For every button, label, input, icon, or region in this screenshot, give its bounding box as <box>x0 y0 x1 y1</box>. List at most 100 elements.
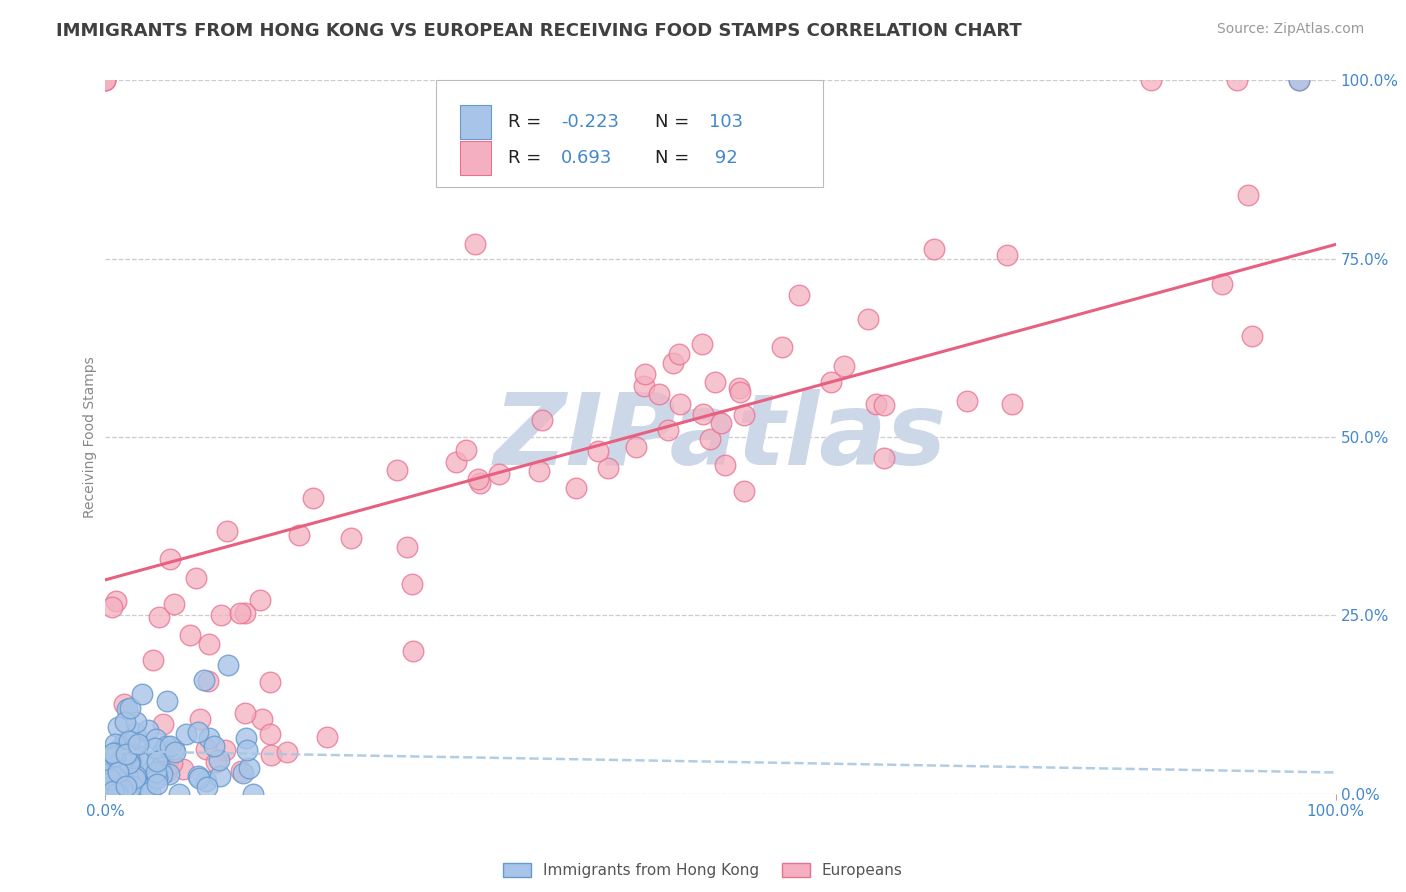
Point <box>115 747 138 761</box>
Point <box>152 744 174 758</box>
Point <box>586 444 609 458</box>
Point <box>1226 73 1249 87</box>
Point <box>101 784 124 798</box>
Point <box>727 381 749 395</box>
Point <box>105 784 128 798</box>
Point <box>668 347 690 361</box>
Point <box>159 552 181 566</box>
Point <box>163 597 186 611</box>
Point <box>692 407 714 421</box>
Point <box>217 524 239 539</box>
Point <box>468 476 491 491</box>
Point <box>202 739 225 754</box>
Point <box>156 694 179 708</box>
Point <box>114 739 136 754</box>
Point <box>195 780 218 794</box>
Point <box>115 747 138 762</box>
Text: IMMIGRANTS FROM HONG KONG VS EUROPEAN RECEIVING FOOD STAMPS CORRELATION CHART: IMMIGRANTS FROM HONG KONG VS EUROPEAN RE… <box>56 22 1022 40</box>
Point <box>107 767 129 781</box>
Point <box>124 772 146 786</box>
Text: N =: N = <box>655 149 689 167</box>
Point <box>820 375 842 389</box>
Point <box>136 723 159 737</box>
Point <box>232 766 254 780</box>
Point <box>565 481 588 495</box>
Point <box>107 720 129 734</box>
Point <box>194 742 217 756</box>
Point <box>1288 73 1310 87</box>
Point <box>115 749 138 764</box>
Point <box>139 785 162 799</box>
Point <box>214 743 236 757</box>
Point <box>96 772 118 787</box>
Point <box>155 739 177 753</box>
Point <box>115 779 138 793</box>
Point <box>302 491 325 506</box>
Point <box>402 644 425 658</box>
Point <box>276 745 298 759</box>
Point <box>193 673 215 687</box>
Point <box>108 780 131 794</box>
Point <box>121 780 143 794</box>
Point <box>152 717 174 731</box>
Point <box>259 727 281 741</box>
Point <box>150 764 173 778</box>
Point <box>101 599 124 614</box>
Point <box>156 753 179 767</box>
Point <box>872 398 894 412</box>
Point <box>115 742 138 756</box>
Point <box>94 73 117 87</box>
Point <box>127 737 149 751</box>
Point <box>395 541 418 555</box>
Point <box>131 754 153 768</box>
Text: 0.693: 0.693 <box>561 149 613 167</box>
Point <box>111 753 134 767</box>
Point <box>104 737 127 751</box>
Point <box>527 465 550 479</box>
Point <box>105 786 128 800</box>
Point <box>633 379 655 393</box>
Point <box>188 772 211 786</box>
Point <box>728 385 751 400</box>
Point <box>101 760 124 774</box>
Point <box>1140 73 1163 87</box>
Point <box>122 763 145 777</box>
Point <box>155 764 177 779</box>
Point <box>207 753 229 767</box>
Point <box>142 653 165 667</box>
Point <box>626 440 648 454</box>
Point <box>662 356 685 370</box>
Point <box>218 658 240 673</box>
Point <box>115 758 138 772</box>
Legend: Immigrants from Hong Kong, Europeans: Immigrants from Hong Kong, Europeans <box>498 857 908 884</box>
Point <box>96 776 118 790</box>
Point <box>111 770 134 784</box>
Point <box>235 731 257 745</box>
Text: -0.223: -0.223 <box>561 113 619 131</box>
Point <box>104 749 127 764</box>
Point <box>211 607 233 622</box>
Point <box>143 741 166 756</box>
Text: ZIPatlas: ZIPatlas <box>494 389 948 485</box>
Point <box>112 736 135 750</box>
Point <box>205 756 228 770</box>
Point <box>104 746 127 760</box>
Point <box>832 359 855 373</box>
Point <box>169 787 191 801</box>
Point <box>1211 277 1233 291</box>
Point <box>710 416 733 430</box>
Point <box>315 730 337 744</box>
Point <box>146 771 169 785</box>
Point <box>125 741 148 756</box>
Text: R =: R = <box>508 149 541 167</box>
Point <box>229 606 252 620</box>
Point <box>714 458 737 472</box>
Point <box>1288 73 1310 87</box>
Point <box>188 712 211 726</box>
Point <box>149 760 172 774</box>
Point <box>148 610 170 624</box>
Point <box>385 463 408 477</box>
Point <box>103 746 125 760</box>
Point <box>1001 397 1024 411</box>
Point <box>401 577 423 591</box>
